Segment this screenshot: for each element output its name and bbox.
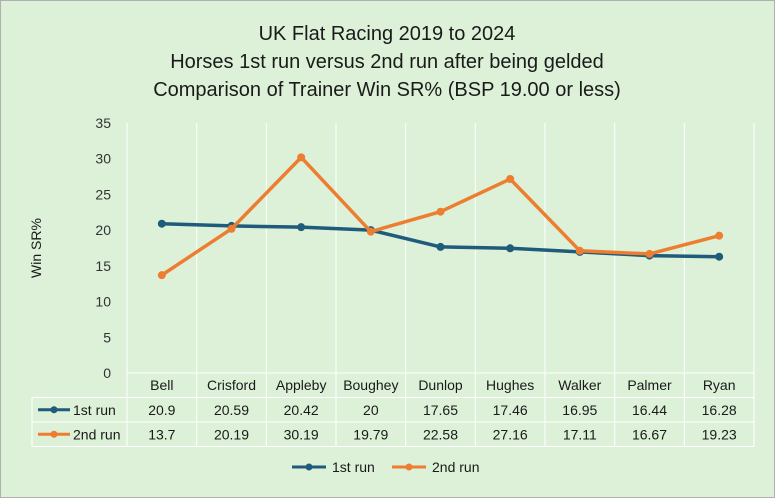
series-point (645, 249, 654, 258)
chart-title-line: UK Flat Racing 2019 to 2024 (259, 23, 516, 45)
table-cell-value: 20.42 (284, 402, 319, 418)
series-group (157, 153, 724, 280)
table-cell-value: 16.44 (632, 402, 667, 418)
chart-title-line: Horses 1st run versus 2nd run after bein… (170, 51, 604, 73)
table-cell-value: 19.23 (702, 426, 737, 442)
series-point (715, 252, 724, 261)
y-tick-label: 15 (95, 258, 111, 274)
category-label: Dunlop (418, 377, 463, 393)
y-tick-label: 25 (95, 186, 111, 202)
category-label: Boughey (343, 377, 398, 393)
table-cell-value: 20.19 (214, 426, 249, 442)
legend-key-marker (405, 463, 413, 471)
legend: 1st run 2nd run (292, 459, 479, 475)
table-legend-key-marker (50, 430, 58, 438)
table-cell-value: 22.58 (423, 426, 458, 442)
table-cell-value: 30.19 (284, 426, 319, 442)
category-label: Appleby (276, 377, 327, 393)
table-cell-value: 27.16 (493, 426, 528, 442)
category-label: Palmer (627, 377, 672, 393)
table-cell-value: 17.65 (423, 402, 458, 418)
series-point (157, 219, 166, 228)
series-point (575, 246, 584, 255)
table-cell-value: 16.95 (562, 402, 597, 418)
category-label: Bell (150, 377, 173, 393)
category-label: Ryan (703, 377, 736, 393)
y-axis-label: Win SR% (28, 218, 44, 278)
table-cell-value: 13.7 (148, 426, 175, 442)
series-point (157, 271, 166, 280)
series-point (506, 175, 515, 183)
grid-lines (126, 123, 755, 373)
category-label: Walker (558, 377, 601, 393)
table-series-name: 1st run (73, 402, 116, 418)
table-cell-value: 20 (363, 402, 379, 418)
y-tick-label: 10 (95, 294, 111, 310)
legend-key-marker (305, 463, 313, 471)
table-cell-value: 17.11 (563, 426, 597, 442)
data-table: Bell Crisford Appleby Boughey Dunlop Hughes Wa… (31, 372, 755, 447)
y-tick-label: 35 (95, 115, 111, 131)
series-point (715, 231, 724, 240)
category-label: Crisford (207, 377, 256, 393)
y-tick-label: 20 (95, 222, 111, 238)
series-point (506, 244, 515, 253)
series-point (227, 224, 236, 233)
table-series-name: 2nd run (73, 426, 120, 442)
series-point (297, 223, 306, 232)
chart-title: UK Flat Racing 2019 to 2024 Horses 1st ru… (153, 23, 621, 101)
series-point (297, 153, 306, 162)
y-axis-ticks: 0 5 10 15 20 25 30 35 (95, 115, 111, 381)
series-point (366, 227, 375, 236)
y-tick-label: 30 (95, 151, 111, 167)
table-cell-value: 17.46 (493, 402, 528, 418)
y-tick-label: 5 (103, 329, 111, 345)
table-cell-value: 20.9 (148, 402, 175, 418)
chart-title-line: Comparison of Trainer Win SR% (BSP 19.00… (153, 79, 621, 101)
y-tick-label: 0 (103, 365, 111, 381)
legend-entry: 1st run (332, 459, 375, 475)
table-legend-key-marker (50, 406, 58, 414)
series-point (436, 242, 445, 251)
series-point (436, 207, 445, 216)
table-cell-value: 19.79 (353, 426, 388, 442)
table-cell-value: 20.59 (214, 402, 249, 418)
legend-entry: 2nd run (432, 459, 479, 475)
category-label: Hughes (486, 377, 534, 393)
table-cell-value: 16.67 (632, 426, 667, 442)
table-cell-value: 16.28 (702, 402, 737, 418)
